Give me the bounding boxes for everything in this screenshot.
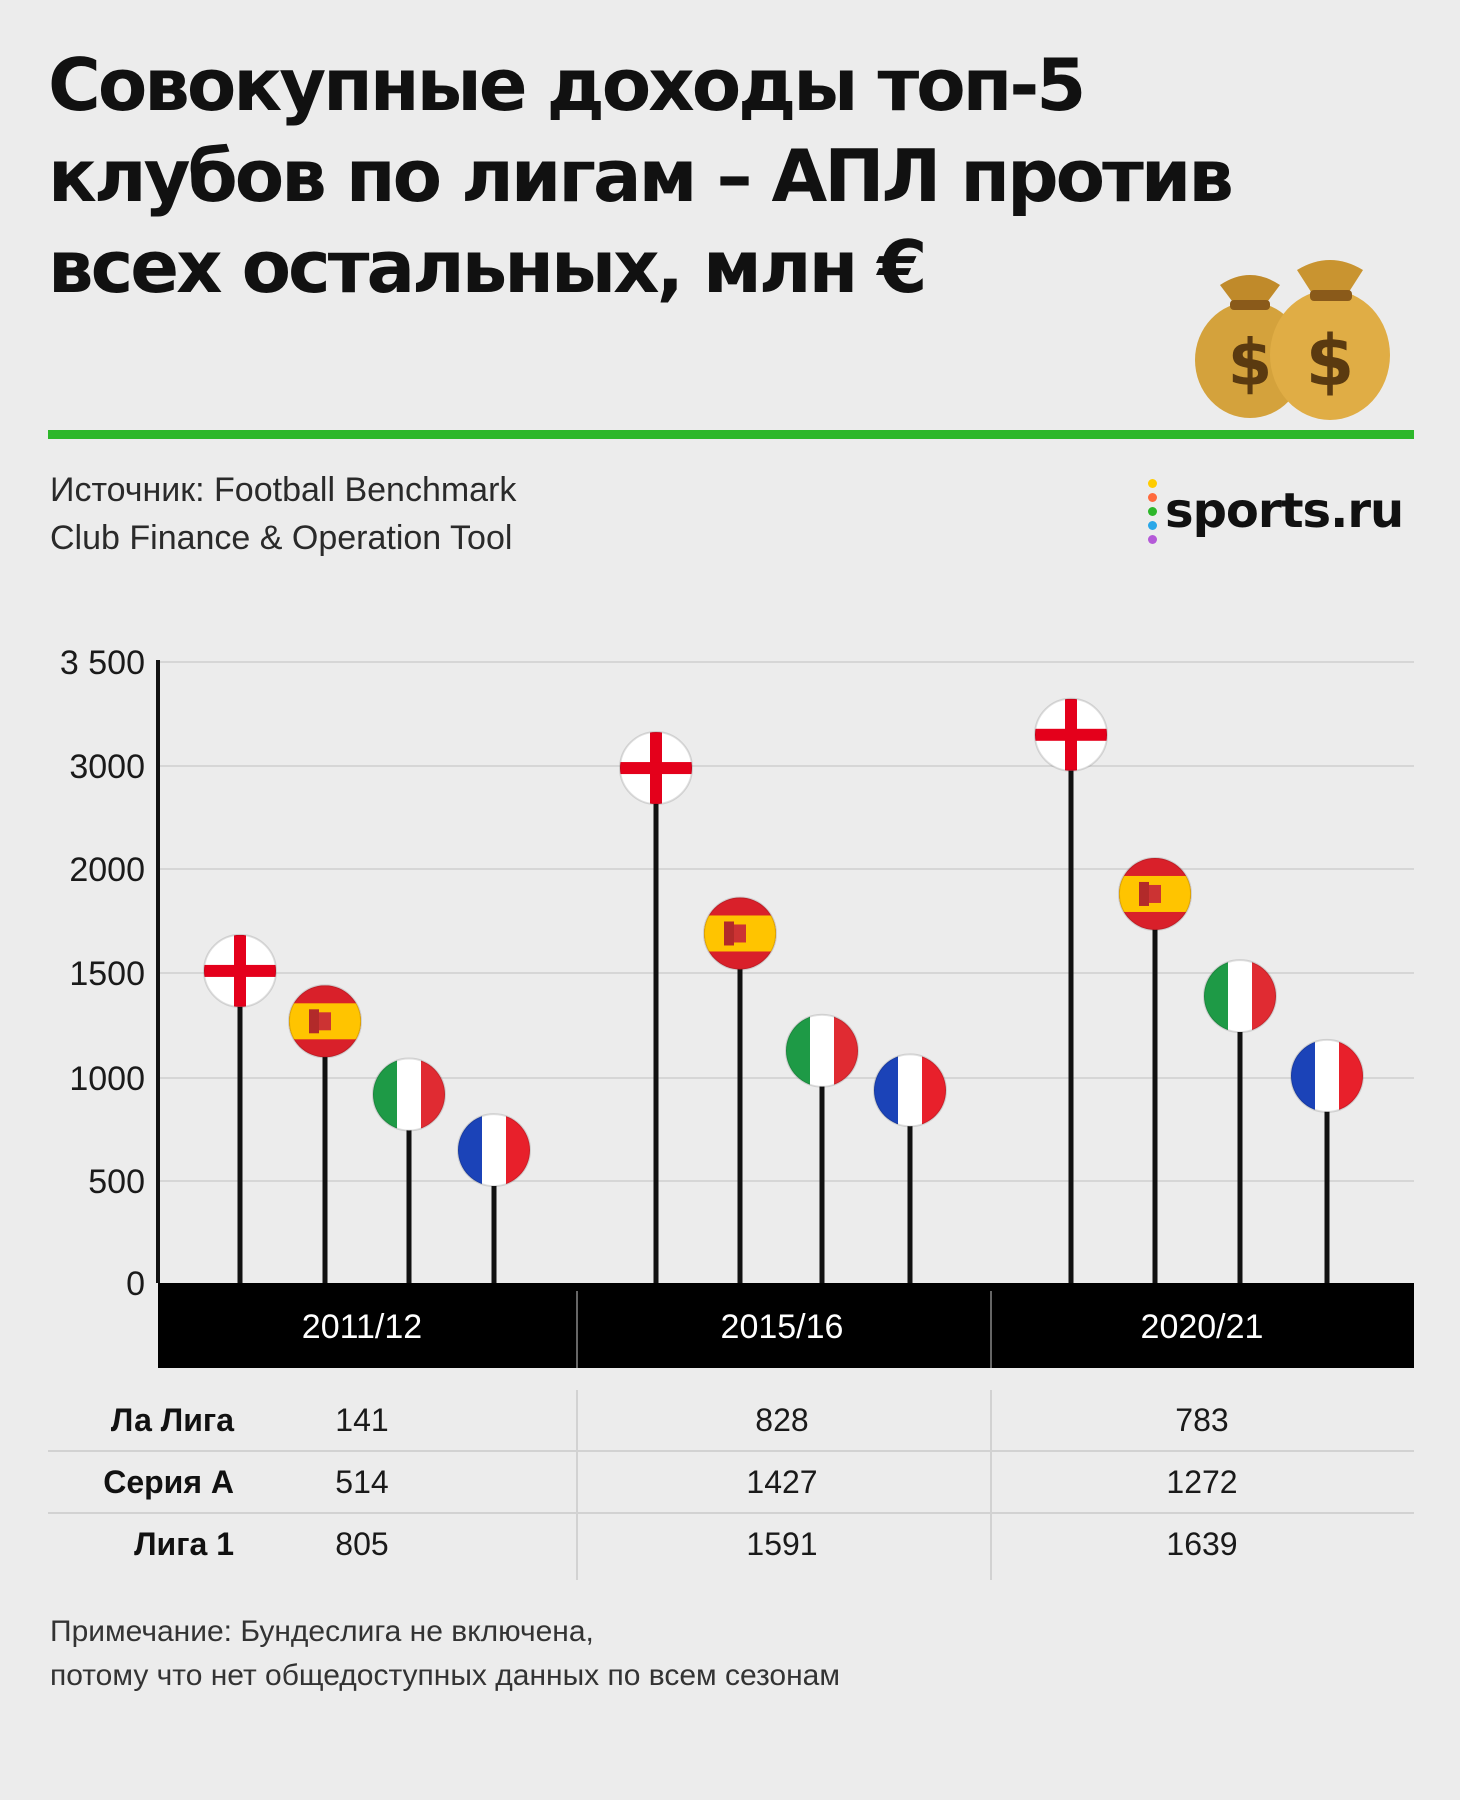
france-flag-icon (873, 1053, 947, 1128)
table-cell: 1591 (746, 1526, 818, 1562)
y-tick-label: 2000 (69, 851, 145, 889)
y-tick-label: 3 500 (60, 644, 145, 682)
logo-dots-icon (1148, 478, 1157, 544)
table-cell: 805 (335, 1526, 389, 1562)
table-cell: 828 (755, 1402, 809, 1438)
italy-flag-icon (785, 1013, 859, 1088)
footnote: Примечание: Бундеслига не включена, пото… (50, 1610, 840, 1698)
italy-flag-icon (372, 1057, 446, 1132)
spain-flag-icon (288, 984, 362, 1059)
table-row-la-liga: Ла Лига 141 828 783 (48, 1390, 1414, 1450)
source-line-1: Источник: Football Benchmark (50, 471, 517, 509)
footnote-line-1: Примечание: Бундеслига не включена, (50, 1615, 594, 1648)
grid-lines (158, 661, 1414, 1182)
svg-text:$: $ (1306, 320, 1355, 402)
table-cell: 141 (335, 1402, 389, 1438)
y-tick-label: 500 (88, 1163, 145, 1201)
italy-flag-icon (1203, 959, 1277, 1034)
footnote-line-2: потому что нет общедоступных данных по в… (50, 1659, 840, 1692)
y-tick-label: 0 (126, 1265, 145, 1303)
table-cell: 514 (335, 1464, 389, 1500)
logo-text: sports.ru (1165, 483, 1404, 539)
lollipop-chart: 0 500 1000 1500 2000 3000 3 500 2011/12 2015/16… (60, 644, 1414, 1368)
table-divider (48, 1450, 1414, 1452)
y-axis-ticks: 0 500 1000 1500 2000 3000 3 500 (60, 644, 145, 1303)
table-cell: 1272 (1166, 1464, 1238, 1500)
season-label: 2011/12 (302, 1308, 422, 1346)
season-label: 2020/21 (1141, 1308, 1264, 1346)
chart-title: Совокупные доходы топ-5 клубов по лигам … (48, 43, 1234, 309)
row-label: Серия А (103, 1464, 234, 1500)
table-row-serie-a: Серия А 514 1427 1272 (48, 1452, 1414, 1512)
table-divider (990, 1390, 992, 1580)
spain-flag-icon (1118, 856, 1192, 931)
england-flag-icon (1034, 697, 1108, 772)
svg-text:$: $ (1228, 327, 1273, 401)
table-divider (48, 1512, 1414, 1514)
y-tick-label: 3000 (69, 748, 145, 786)
table-divider (576, 1390, 578, 1580)
france-flag-icon (1290, 1038, 1364, 1113)
money-bag-icon: $ $ (1195, 260, 1390, 420)
chart-marks (203, 697, 1364, 1283)
source-line-2: Club Finance & Operation Tool (50, 519, 513, 557)
row-label: Ла Лига (110, 1402, 234, 1438)
table-cell: 783 (1175, 1402, 1229, 1438)
france-flag-icon (457, 1113, 531, 1188)
table-cell: 1427 (746, 1464, 818, 1500)
season-label: 2015/16 (721, 1308, 844, 1346)
row-label: Лига 1 (134, 1526, 234, 1562)
spain-flag-icon (703, 896, 777, 971)
sports-ru-logo: sports.ru (1148, 476, 1404, 546)
accent-rule (48, 430, 1414, 439)
season-band: 2011/12 2015/16 2020/21 (158, 1283, 1414, 1368)
y-tick-label: 1500 (69, 955, 145, 993)
season-band-bg (158, 1283, 1414, 1368)
source-note: Источник: Football Benchmark Club Financ… (50, 466, 516, 562)
table-cell: 1639 (1166, 1526, 1238, 1562)
england-flag-icon (203, 933, 277, 1008)
y-tick-label: 1000 (69, 1060, 145, 1098)
england-flag-icon (619, 731, 693, 806)
table-row-ligue-1: Лига 1 805 1591 1639 (48, 1514, 1414, 1574)
